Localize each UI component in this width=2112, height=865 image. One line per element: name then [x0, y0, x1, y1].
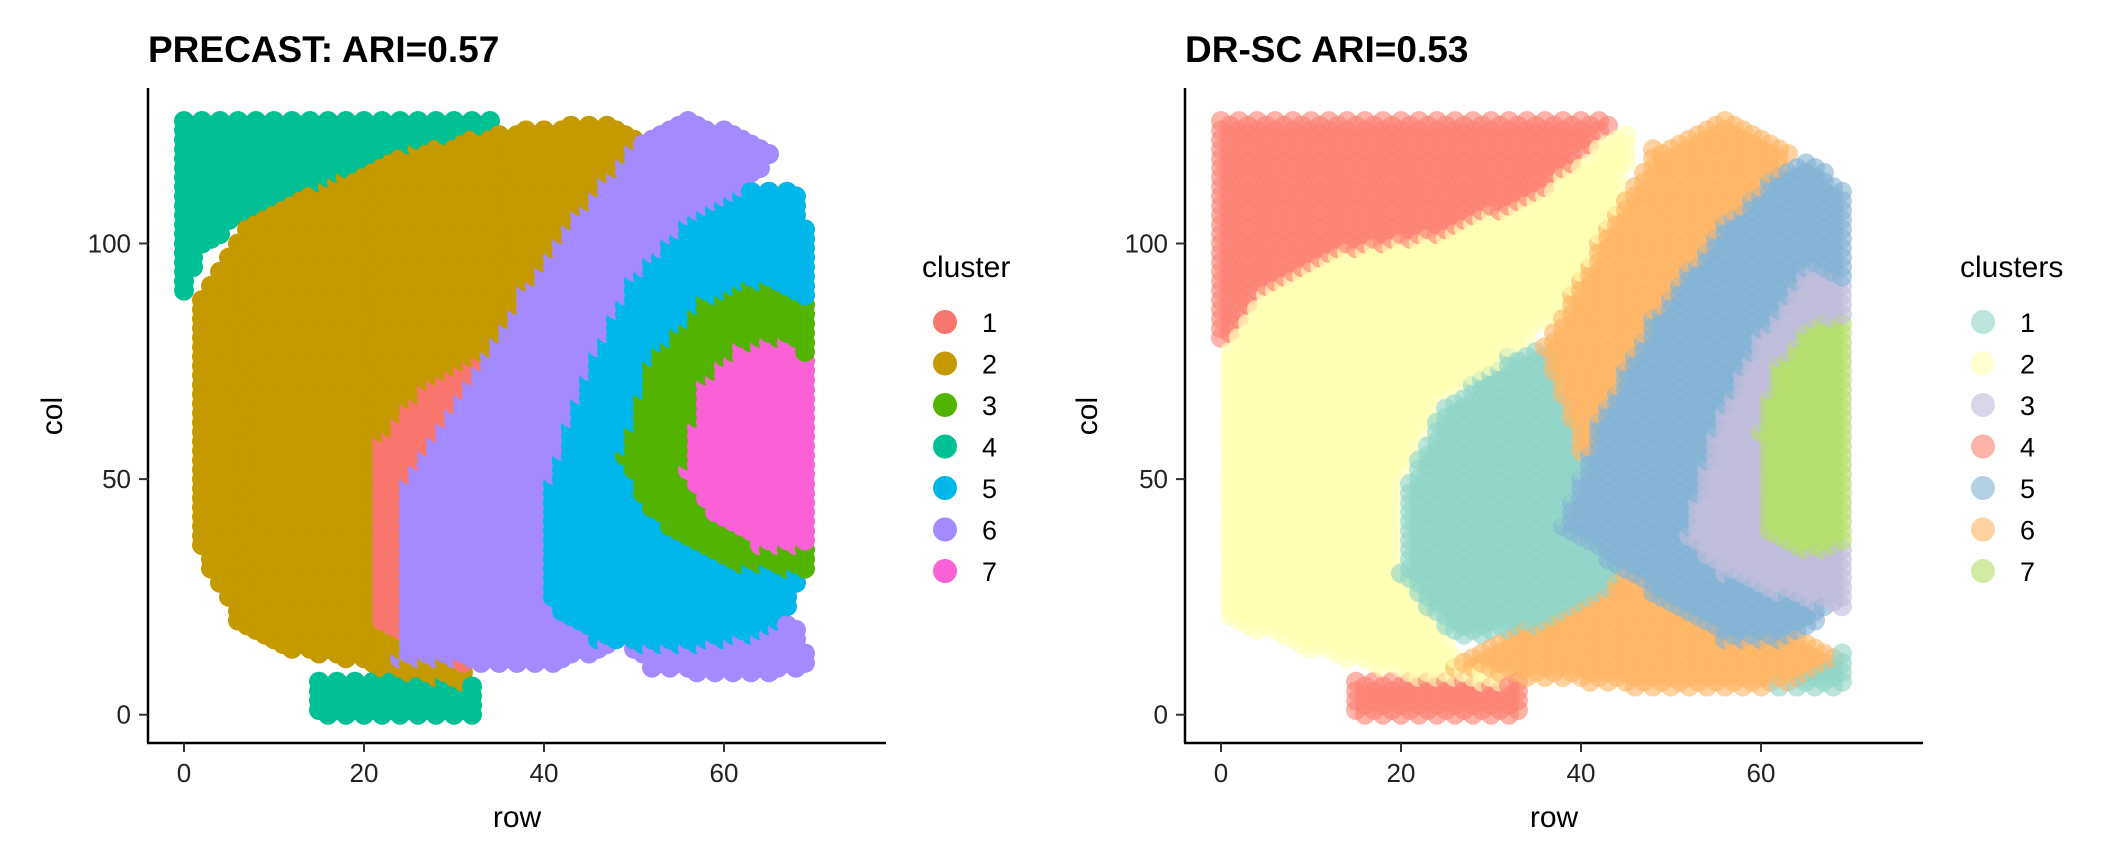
legend-label-1: 1: [982, 308, 997, 338]
legend-key-7: [933, 559, 957, 583]
y-tick-label: 100: [88, 229, 131, 259]
legend-label-4: 4: [982, 433, 997, 463]
legend-key-3: [933, 393, 957, 417]
legend-title-precast: cluster: [922, 251, 1010, 284]
y-tick-label: 0: [117, 700, 131, 730]
legend-key-1: [933, 310, 957, 334]
legend-key-6: [933, 517, 957, 542]
data-point-cluster-6: [786, 619, 806, 640]
scatter-points-precast: [174, 111, 815, 725]
chart-title-drsc: DR-SC ARI=0.53: [1185, 29, 1468, 70]
data-point-cluster-5: [795, 219, 815, 240]
legend-key-5: [933, 476, 957, 500]
x-tick-label: 0: [177, 758, 191, 788]
x-tick-label: 20: [350, 758, 379, 788]
y-axis-title-precast: col: [36, 397, 69, 435]
legend-label-6: 6: [982, 516, 997, 546]
x-tick-label: 40: [530, 758, 559, 788]
legend-label-5: 5: [982, 474, 997, 504]
x-axis-title-precast: row: [493, 801, 542, 834]
data-point-cluster-5: [786, 186, 806, 207]
legend-precast: cluster 1 2 3 4 5 6 7: [922, 251, 1010, 587]
legend-label-2: 2: [982, 350, 997, 380]
legend-items-precast: 1 2 3 4 5 6 7: [933, 308, 997, 587]
chart-title-precast: PRECAST: ARI=0.57: [148, 29, 499, 70]
data-point-cluster-6: [795, 643, 815, 664]
x-tick-label: 60: [710, 758, 739, 788]
legend-key-4: [933, 434, 957, 459]
legend-key-2: [933, 351, 957, 376]
data-point-cluster-4: [462, 676, 482, 697]
legend-label-7: 7: [982, 557, 997, 587]
scatter-points-drsc: [1211, 111, 1852, 725]
data-point-cluster-6: [759, 144, 779, 164]
y-tick-label: 50: [102, 464, 131, 494]
legend-label-3: 3: [982, 391, 997, 421]
